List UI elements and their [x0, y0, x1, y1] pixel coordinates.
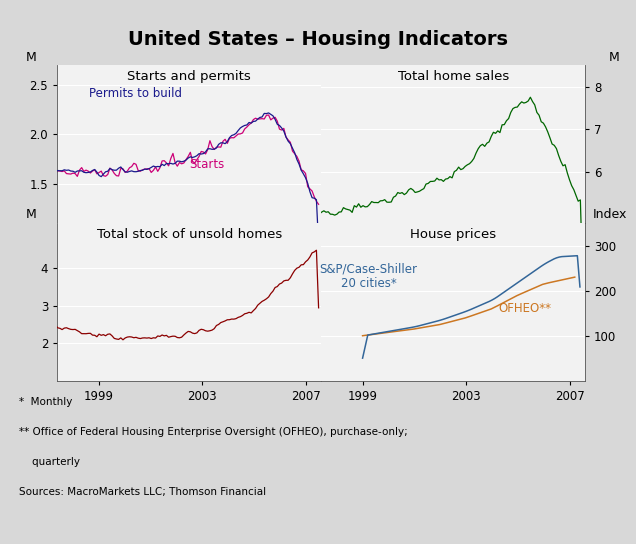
Text: *  Monthly: * Monthly: [19, 397, 73, 407]
Text: M: M: [25, 51, 36, 64]
Text: quarterly: quarterly: [19, 457, 80, 467]
Text: Sources: MacroMarkets LLC; Thomson Financial: Sources: MacroMarkets LLC; Thomson Finan…: [19, 487, 266, 497]
Text: Total home sales: Total home sales: [398, 70, 509, 83]
Text: United States – Housing Indicators: United States – Housing Indicators: [128, 30, 508, 49]
Text: Starts and permits: Starts and permits: [127, 70, 251, 83]
Text: Index: Index: [593, 208, 627, 221]
Text: OFHEO**: OFHEO**: [498, 302, 551, 315]
Text: S&P/Case-Shiller
20 cities*: S&P/Case-Shiller 20 cities*: [320, 263, 418, 290]
Text: ** Office of Federal Housing Enterprise Oversight (OFHEO), purchase-only;: ** Office of Federal Housing Enterprise …: [19, 427, 408, 437]
Text: Permits to build: Permits to build: [89, 87, 182, 100]
Text: Total stock of unsold homes: Total stock of unsold homes: [97, 228, 282, 241]
Text: M: M: [25, 208, 36, 221]
Text: M: M: [609, 51, 619, 64]
Text: House prices: House prices: [410, 228, 496, 241]
Text: Starts: Starts: [190, 158, 225, 171]
